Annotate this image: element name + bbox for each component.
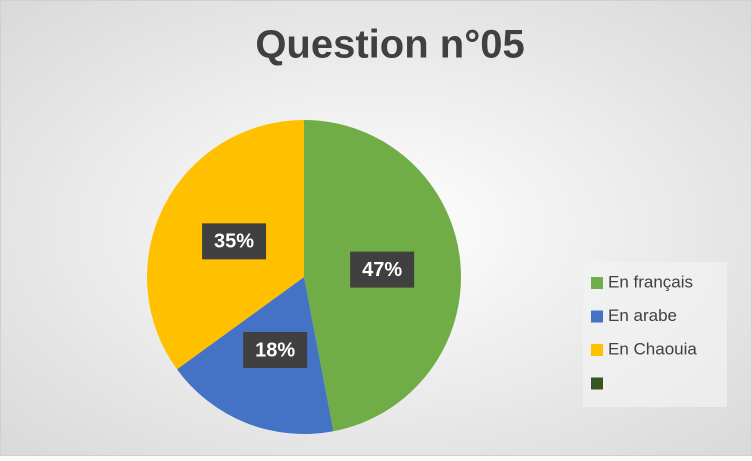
- legend-label: En Chaouia: [608, 339, 697, 358]
- data-label: 18%: [255, 339, 295, 361]
- legend-box: [583, 262, 727, 407]
- legend-swatch: [591, 310, 603, 323]
- data-label: 35%: [214, 231, 254, 253]
- chart-title: Question n°05: [255, 23, 524, 67]
- data-label: 47%: [362, 259, 402, 281]
- legend-swatch: [591, 277, 603, 289]
- legend-label: En français: [608, 272, 693, 291]
- legend-swatch: [591, 377, 603, 390]
- data-label-box: [350, 251, 415, 288]
- data-label-box: [243, 331, 308, 368]
- legend-label: En arabe: [608, 306, 677, 325]
- data-label-box: [202, 223, 267, 260]
- legend-swatch: [591, 344, 603, 356]
